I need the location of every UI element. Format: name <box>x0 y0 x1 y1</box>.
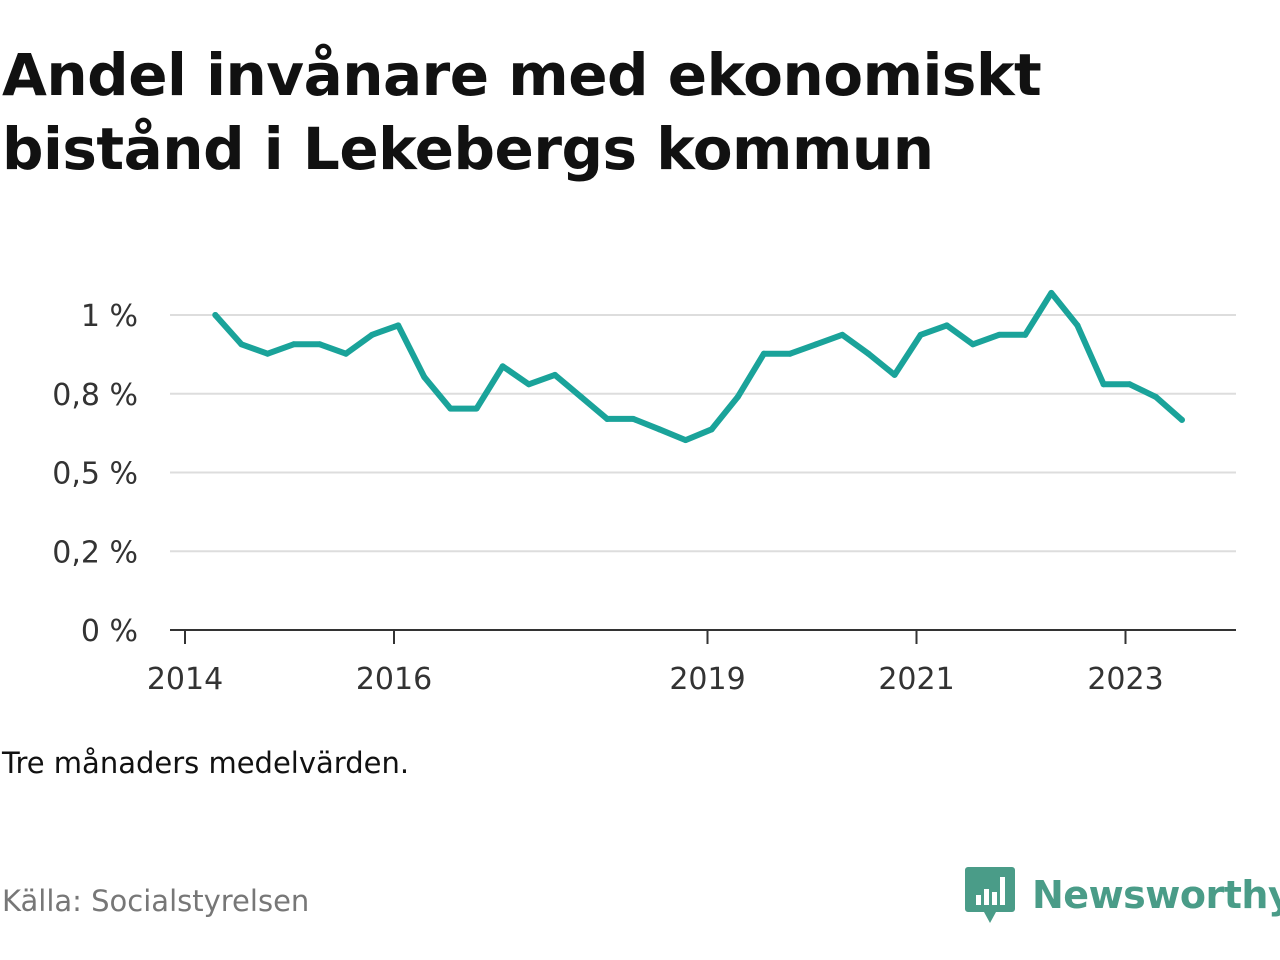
data-point <box>917 331 924 338</box>
y-tick-label: 0,2 % <box>52 535 138 570</box>
data-point <box>708 426 715 433</box>
data-point <box>369 331 376 338</box>
x-tick-label: 2016 <box>356 662 432 697</box>
y-tick-label: 1 % <box>81 299 138 334</box>
data-point <box>395 322 402 329</box>
data-point <box>447 405 454 412</box>
data-point <box>1152 393 1159 400</box>
chart-title: Andel invånare med ekonomiskt bistånd i … <box>2 41 1042 183</box>
data-point <box>578 393 585 400</box>
data-point <box>1022 331 1029 338</box>
x-tick-label: 2014 <box>147 662 223 697</box>
data-point <box>996 331 1003 338</box>
data-point <box>787 350 794 357</box>
x-tick-label: 2019 <box>669 662 745 697</box>
brand-name: Newsworthy <box>1032 873 1280 917</box>
series-layer <box>212 289 1185 444</box>
data-point <box>316 341 323 348</box>
data-point <box>1100 381 1107 388</box>
data-point <box>525 381 532 388</box>
data-point <box>342 350 349 357</box>
data-point <box>1126 381 1133 388</box>
chart-note: Tre månaders medelvärden. <box>2 746 410 780</box>
newsworthy-logo[interactable]: Newsworthy <box>964 864 1280 926</box>
data-point <box>630 415 637 422</box>
data-point <box>1178 416 1185 423</box>
x-axis: 2014 2016 2019 2021 2023 <box>147 629 1236 697</box>
data-point <box>1074 322 1081 329</box>
data-point <box>682 437 689 444</box>
data-point <box>499 363 506 370</box>
y-tick-label: 0,5 % <box>52 457 138 492</box>
line-chart: 0 %0,2 %0,5 %0,8 %1 % 2014 2016 2019 2021 20… <box>52 289 1236 697</box>
data-point <box>734 393 741 400</box>
y-tick-label: 0,8 % <box>52 378 138 413</box>
data-point <box>891 371 898 378</box>
data-point <box>264 350 271 357</box>
source-label: Källa: Socialstyrelsen <box>2 884 310 918</box>
data-point <box>865 350 872 357</box>
y-axis-labels: 0 % 0,2 % 0,5 % 0,8 % 1 % <box>52 299 138 649</box>
data-point <box>473 405 480 412</box>
x-tick-label: 2023 <box>1087 662 1163 697</box>
data-point <box>760 350 767 357</box>
data-point <box>604 415 611 422</box>
data-point <box>839 331 846 338</box>
data-point <box>551 371 558 378</box>
data-point <box>969 341 976 348</box>
bar-chart-speech-bubble-icon <box>965 867 1015 923</box>
data-point <box>656 426 663 433</box>
y-tick-label: 0 % <box>81 614 138 649</box>
data-point <box>1048 289 1055 296</box>
data-point <box>813 341 820 348</box>
data-point <box>943 322 950 329</box>
data-point <box>238 341 245 348</box>
data-point <box>212 312 219 318</box>
data-point <box>290 341 297 348</box>
series-line <box>212 289 1185 444</box>
gridlines <box>170 314 1236 553</box>
data-point <box>421 374 428 381</box>
x-tick-label: 2021 <box>878 662 954 697</box>
